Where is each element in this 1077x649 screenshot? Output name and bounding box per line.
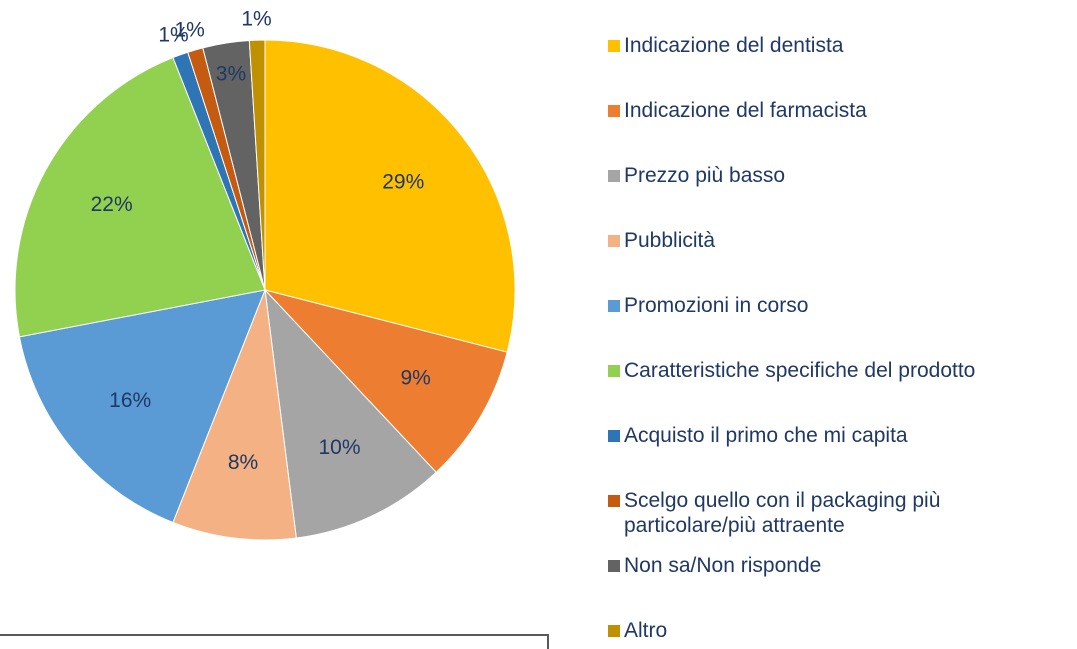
legend-swatch <box>608 300 620 312</box>
legend-label: Altro <box>624 619 668 642</box>
legend-swatch <box>608 235 620 247</box>
slice <box>172 289 297 541</box>
data-label: 29% <box>382 170 424 193</box>
data-label: 9% <box>400 367 430 390</box>
legend-swatch <box>608 365 620 377</box>
legend-item: Promozioni in corso <box>608 293 1074 318</box>
legend-label: Prezzo più basso <box>624 164 786 187</box>
legend-swatch <box>608 430 620 442</box>
legend-label: Indicazione del dentista <box>624 34 844 57</box>
legend-swatch <box>608 170 620 182</box>
data-label: 1% <box>158 24 188 47</box>
slice <box>264 288 437 539</box>
data-label: 22% <box>91 193 133 216</box>
legend-label: Non sa/Non risponde <box>624 554 822 577</box>
legend-item: Pubblicità <box>608 228 1074 253</box>
data-label: 8% <box>228 451 258 474</box>
slice <box>263 289 508 473</box>
chart: 29%9%10%8%16%22%1%1%3%1% <box>0 8 549 649</box>
legend-label: Scelgo quello con il packaging più parti… <box>624 489 941 537</box>
legend-item: Indicazione del dentista <box>608 33 1074 58</box>
legend-swatch <box>608 560 620 572</box>
legend-label: Promozioni in corso <box>624 294 809 317</box>
slice <box>14 56 266 338</box>
legend: Indicazione del dentista Indicazione del … <box>608 0 1074 649</box>
data-label: 1% <box>241 8 271 31</box>
legend-item: Non sa/Non risponde <box>608 553 1074 578</box>
legend-label: Acquisto il primo che mi capita <box>624 424 908 447</box>
slice <box>264 39 516 353</box>
legend-label: Pubblicità <box>624 229 716 252</box>
data-label: 16% <box>109 389 151 412</box>
legend-item: Altro <box>608 618 1074 643</box>
frame <box>0 634 549 649</box>
legend-swatch <box>608 495 620 507</box>
legend-swatch <box>608 625 620 637</box>
legend-item: Prezzo più basso <box>608 163 1074 188</box>
slice <box>248 39 266 291</box>
data-label: 1% <box>174 18 204 41</box>
legend-item: Acquisto il primo che mi capita <box>608 423 1074 448</box>
slice <box>18 289 266 524</box>
legend-item: Caratteristiche specifiche del prodotto <box>608 358 1074 383</box>
legend-swatch <box>608 40 620 52</box>
legend-label: Caratteristiche specifiche del prodotto <box>624 359 976 382</box>
legend-label: Indicazione del farmacista <box>624 99 867 122</box>
data-label: 3% <box>216 63 246 86</box>
legend-item: Scelgo quello con il packaging più parti… <box>608 488 1074 538</box>
legend-swatch <box>608 105 620 117</box>
legend-item: Indicazione del farmacista <box>608 98 1074 123</box>
data-label: 10% <box>318 436 360 459</box>
